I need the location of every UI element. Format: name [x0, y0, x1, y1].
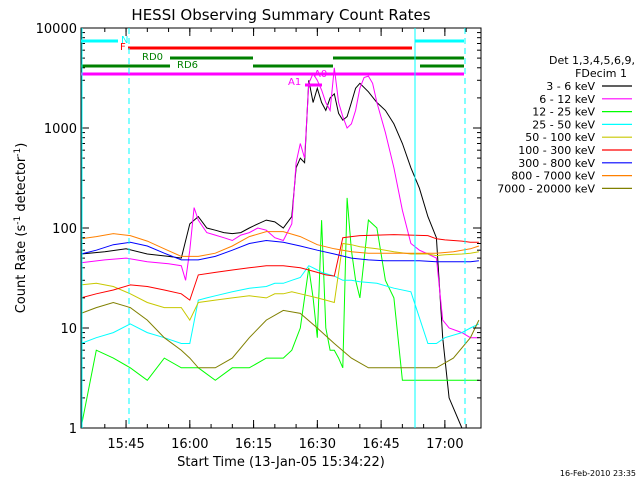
legend-label-25-50-kev: 25 - 50 keV	[532, 118, 595, 131]
x-tick-label: 16:45	[362, 437, 399, 452]
y-axis: 1 10 100 1000 10000	[36, 22, 481, 437]
legend-label-300-800-kev: 300 - 800 keV	[518, 157, 595, 170]
x-tick-label: 16:30	[299, 437, 336, 452]
series-line-12-25-kev	[80, 197, 479, 429]
legend-header-line1: Det 1,3,4,5,6,9,	[549, 54, 635, 67]
y-tick-label: 1	[69, 422, 77, 437]
state-bar-label-rd0: RD0	[142, 52, 163, 63]
series-line-300-800-kev	[80, 239, 479, 263]
legend-label-100-300-kev: 100 - 300 keV	[518, 144, 595, 157]
x-axis-label: Start Time (13-Jan-05 15:34:22)	[177, 455, 385, 470]
series-line-6-12-kev	[80, 67, 479, 339]
legend-label-7000-20000-kev: 7000 - 20000 keV	[497, 182, 595, 195]
legend-label-50-100-kev: 50 - 100 keV	[525, 131, 595, 144]
y-tick-label: 10000	[36, 22, 77, 37]
instrument-state-bars: NF RD0 RD6 A1 A0	[81, 28, 466, 428]
generation-timestamp: 16-Feb-2010 23:35	[560, 469, 636, 478]
legend-label-12-25-kev: 12 - 25 keV	[532, 106, 595, 119]
x-tick-label: 16:00	[171, 437, 208, 452]
state-bar-label-f: F	[120, 42, 126, 53]
x-tick-label: 17:00	[426, 437, 463, 452]
legend-label-800-7000-kev: 800 - 7000 keV	[511, 170, 595, 183]
y-tick-label: 1000	[44, 122, 77, 137]
series-line-3-6-kev	[80, 80, 479, 429]
y-axis-label: Count Rate (s-1 detector-1)	[13, 143, 29, 314]
state-bar-label-a1: A1	[288, 77, 301, 88]
x-axis: 15:45 16:00 16:15 16:30 16:45 17:00	[104, 28, 467, 452]
legend-label-3-6-kev: 3 - 6 keV	[546, 80, 595, 93]
chart-title: HESSI Observing Summary Count Rates	[131, 6, 430, 24]
series-line-25-50-kev	[80, 265, 480, 344]
series-line-7000-20000-kev	[80, 301, 480, 369]
legend-label-6-12-kev: 6 - 12 keV	[539, 93, 595, 106]
series-line-800-7000-kev	[80, 231, 480, 257]
series-line-50-100-kev	[80, 242, 479, 322]
x-tick-label: 16:15	[235, 437, 272, 452]
plot-area	[80, 67, 480, 429]
x-tick-label: 15:45	[107, 437, 144, 452]
state-bar-label-n: N	[121, 35, 128, 46]
state-bar-label-a0: A0	[314, 69, 327, 80]
y-tick-label: 10	[60, 322, 77, 337]
y-tick-label: 100	[52, 222, 77, 237]
series-line-100-300-kev	[80, 234, 479, 301]
state-bar-label-rd6: RD6	[177, 60, 198, 71]
legend-header-line2: FDecim 1	[575, 67, 627, 80]
